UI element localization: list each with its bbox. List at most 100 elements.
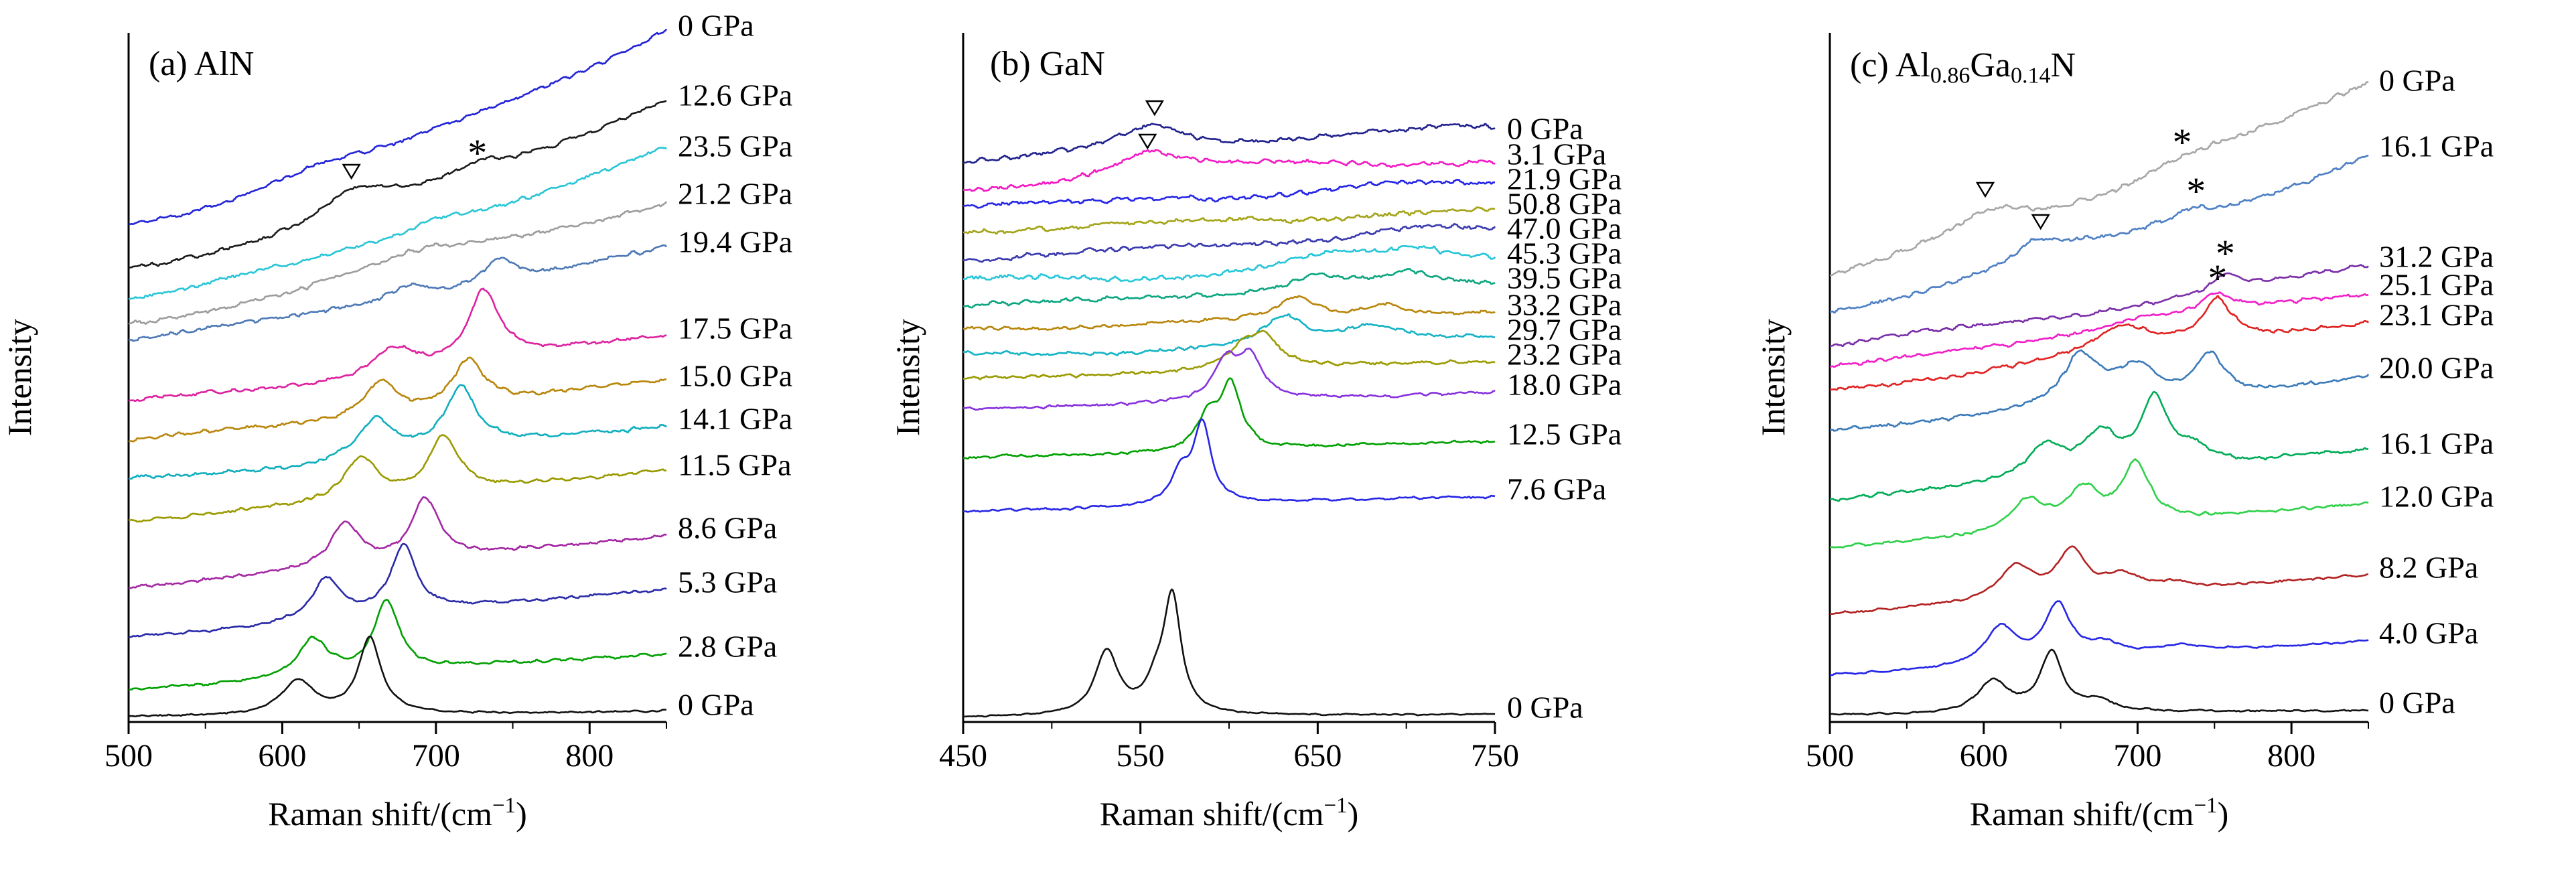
x-tick-label: 650 — [1293, 738, 1342, 774]
spectrum-curve — [962, 179, 1495, 209]
pressure-label: 3.1 GPa — [1507, 137, 1606, 171]
pressure-label: 2.8 GPa — [678, 630, 777, 664]
asterisk-marker-icon: * — [2173, 121, 2192, 164]
triangle-down-marker-icon — [1138, 133, 1157, 150]
spectrum-curve — [1829, 291, 2369, 368]
pressure-label: 12.0 GPa — [2379, 480, 2494, 514]
pressure-label: 7.6 GPa — [1507, 472, 1606, 506]
pressure-label: 31.2 GPa — [2379, 240, 2494, 274]
pressure-label: 12.6 GPa — [678, 78, 792, 113]
pressure-label: 16.1 GPa — [2379, 427, 2494, 461]
triangle-down-marker-icon — [1145, 100, 1164, 117]
spectrum-curve — [962, 330, 1496, 380]
asterisk-marker-icon: * — [468, 131, 487, 175]
x-tick-label: 800 — [565, 738, 614, 774]
panel-title: (b) GaN — [990, 45, 1105, 83]
spectrum-curve — [963, 244, 1496, 283]
pressure-label: 0 GPa — [1507, 691, 1583, 725]
x-tick-label: 550 — [1117, 738, 1165, 774]
spectrum-curve — [128, 146, 667, 300]
asterisk-marker-icon: * — [2186, 169, 2206, 213]
pressure-label: 23.1 GPa — [2379, 298, 2494, 332]
pressure-label: 20.0 GPa — [2379, 351, 2494, 385]
x-tick-label: 700 — [2113, 738, 2161, 774]
spectrum-curve — [1829, 155, 2369, 314]
spectrum-curve — [963, 588, 1496, 718]
spectrum-curve — [1829, 295, 2370, 391]
spectrum-curve — [962, 123, 1496, 164]
x-axis-label: Raman shift/(cm−1) — [268, 794, 526, 832]
spectrum-curve — [128, 287, 667, 403]
pressure-label: 11.5 GPa — [678, 448, 792, 482]
spectrum-curve — [128, 100, 667, 269]
x-tick-label: 750 — [1471, 738, 1519, 774]
pressure-label: 39.5 GPa — [1507, 261, 1622, 295]
spectrum-curve — [1829, 264, 2369, 348]
x-tick-label: 450 — [939, 738, 987, 774]
spectrum-curve — [128, 244, 668, 342]
y-axis-label: Intensity — [1754, 319, 1792, 436]
x-tick-label: 700 — [412, 738, 460, 774]
pressure-label: 21.2 GPa — [678, 177, 792, 211]
spectrum-curve — [1829, 390, 2369, 502]
panel-title: (a) AlN — [149, 45, 254, 83]
spectrum-curve — [963, 313, 1496, 356]
spectrum-curve — [129, 384, 667, 480]
spectrum-curve — [962, 268, 1496, 309]
spectrum-curve — [963, 348, 1496, 411]
spectrum-curve — [128, 28, 668, 226]
pressure-label: 5.3 GPa — [678, 565, 777, 599]
triangle-down-marker-icon — [2031, 214, 2050, 230]
pressure-label: 47.0 GPa — [1507, 212, 1622, 246]
spectrum-curve — [128, 542, 667, 638]
spectrum-curve — [1829, 545, 2369, 615]
pressure-label: 8.2 GPa — [2379, 551, 2478, 585]
asterisk-marker-icon: * — [2216, 232, 2235, 275]
spectrum-curve — [128, 201, 668, 325]
spectrum-curve — [128, 434, 667, 523]
pressure-label: 0 GPa — [2379, 64, 2455, 98]
pressure-label: 33.2 GPa — [1507, 288, 1622, 322]
panel-c: 500 600 700 800 Raman shift/(cm−1) Intensity (… — [1754, 33, 2494, 832]
pressure-label: 21.9 GPa — [1507, 162, 1622, 196]
pressure-label: 18.0 GPa — [1507, 368, 1622, 402]
pressure-label: 17.5 GPa — [678, 311, 792, 346]
spectrum-curve — [128, 496, 667, 589]
pressure-label: 23.2 GPa — [1507, 338, 1622, 372]
pressure-label: 0 GPa — [678, 688, 754, 722]
spectrum-curve — [128, 356, 667, 443]
spectrum-curve — [129, 636, 667, 717]
x-tick-label: 600 — [1960, 738, 2008, 774]
spectrum-curve — [1829, 458, 2369, 549]
pressure-label: 16.1 GPa — [2379, 129, 2494, 163]
pressure-label: 45.3 GPa — [1507, 236, 1622, 271]
x-tick-label: 600 — [258, 738, 306, 774]
panel-title: (c) Al0.86Ga0.14N — [1850, 46, 2076, 88]
y-axis-label: Intensity — [1, 319, 38, 436]
panel-b: 450 550 650 750 Raman shift/(cm−1) Intensity (… — [889, 33, 1622, 832]
spectrum-curve — [962, 149, 1496, 192]
pressure-label: 0 GPa — [678, 9, 754, 43]
triangle-down-marker-icon — [1975, 182, 1995, 198]
triangle-down-marker-icon — [342, 163, 361, 180]
pressure-label: 23.5 GPa — [678, 129, 792, 163]
pressure-label: 0 GPa — [2379, 686, 2455, 720]
pressure-label: 19.4 GPa — [678, 225, 792, 259]
spectrum-curve — [962, 295, 1496, 331]
x-axis-label: Raman shift/(cm−1) — [1100, 794, 1358, 832]
pressure-label: 4.0 GPa — [2379, 616, 2478, 650]
x-tick-label: 500 — [1806, 738, 1854, 774]
spectrum-curve — [963, 223, 1496, 263]
pressure-label: 25.1 GPa — [2379, 268, 2494, 302]
spectrum-curve — [128, 599, 667, 691]
x-axis-label: Raman shift/(cm−1) — [1970, 794, 2228, 832]
spectrum-curve — [963, 206, 1496, 235]
pressure-label: 29.7 GPa — [1507, 313, 1622, 347]
spectrum-curve — [1830, 648, 2369, 716]
spectrum-curve — [1829, 349, 2370, 432]
pressure-label: 0 GPa — [1507, 112, 1583, 146]
spectrum-curve — [962, 377, 1496, 460]
y-axis-label: Intensity — [889, 319, 926, 436]
